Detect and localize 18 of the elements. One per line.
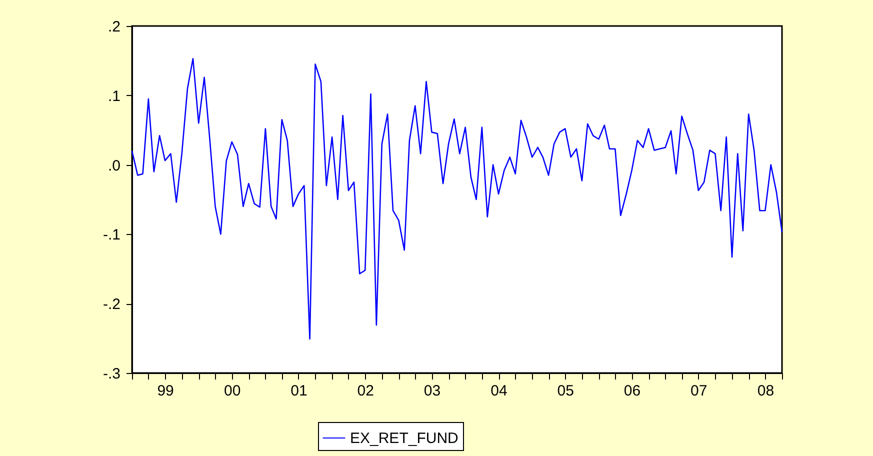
x-tick-label: 00	[224, 382, 241, 400]
legend-label: EX_RET_FUND	[350, 430, 459, 447]
x-tick-label: 06	[624, 382, 641, 400]
y-tick-label: .0	[108, 157, 120, 174]
x-tick-label: 08	[757, 382, 774, 400]
y-tick-label: .1	[108, 88, 120, 105]
y-tick-label: .2	[108, 18, 120, 36]
y-tick-label: -.2	[102, 296, 120, 314]
line-series	[131, 58, 783, 340]
y-tick-label: -.1	[102, 226, 120, 244]
x-tick-label: 02	[357, 382, 374, 400]
x-tick-label: 07	[690, 382, 708, 400]
x-tick-label: 03	[424, 382, 441, 400]
x-tick-label: 05	[557, 382, 574, 400]
y-tick-label: -.3	[102, 366, 120, 382]
x-tick-label: 99	[157, 382, 174, 400]
x-tick-label: 01	[290, 382, 308, 400]
x-tick-label: 04	[490, 382, 508, 400]
